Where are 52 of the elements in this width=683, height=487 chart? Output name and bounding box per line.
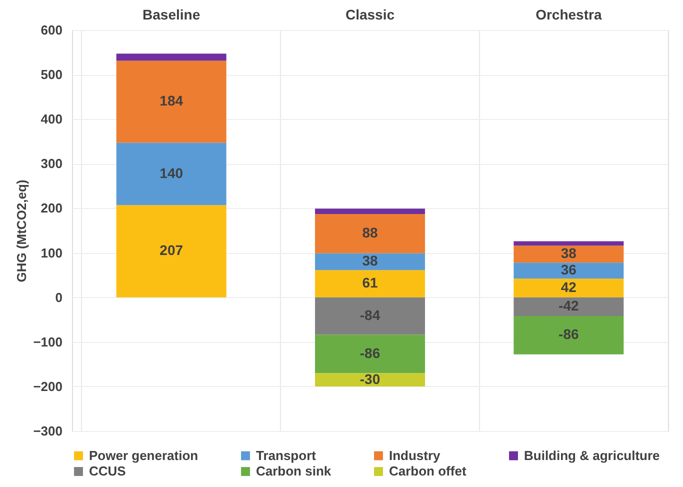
x-tick-label: Classic [345, 6, 395, 22]
y-tick-label: 500 [40, 67, 62, 82]
legend-label: Power generation [89, 448, 198, 463]
y-tick-label: 100 [40, 245, 62, 260]
y-axis-title: GHG (MtCO2,eq) [14, 180, 30, 282]
y-tick-label: −200 [33, 378, 62, 394]
legend-label: Carbon offet [389, 464, 467, 478]
y-tick-label: 0 [55, 290, 62, 305]
legend-label: Transport [256, 448, 317, 463]
y-tick-label: 300 [40, 156, 62, 172]
bar [315, 373, 425, 386]
bar [514, 316, 624, 354]
data-label: 207 [160, 242, 184, 258]
data-label: -86 [360, 344, 380, 361]
data-label: 61 [362, 274, 378, 291]
legend-label: CCUS [89, 464, 126, 478]
x-tick-label: Orchestra [536, 6, 602, 22]
data-label: 38 [560, 245, 577, 262]
bar [514, 262, 624, 279]
bar [116, 205, 226, 298]
legend-label: Industry [389, 448, 442, 463]
bar [116, 142, 226, 206]
data-label: -30 [360, 370, 380, 387]
data-label: 140 [160, 164, 184, 181]
data-label: -42 [558, 298, 579, 314]
data-label: 184 [160, 92, 184, 109]
legend-label: Carbon sink [256, 464, 332, 478]
data-label: 88 [362, 224, 378, 241]
bar [514, 297, 624, 316]
bar [315, 297, 425, 335]
data-label: 42 [560, 278, 577, 295]
bar [514, 278, 624, 298]
bar [116, 60, 226, 143]
legend-label: Building & agriculture [524, 448, 660, 463]
data-label: -86 [558, 326, 579, 342]
y-tick-label: −100 [33, 334, 62, 350]
y-tick-label: 200 [40, 200, 62, 216]
bar [514, 246, 624, 263]
x-tick-label: Baseline [142, 6, 200, 22]
bar [315, 334, 425, 374]
data-label: 36 [560, 262, 577, 278]
bar [315, 208, 425, 214]
bar [116, 54, 226, 61]
bar [514, 241, 624, 246]
y-tick-label: 600 [40, 22, 62, 38]
data-label: -84 [360, 307, 380, 324]
bar [315, 214, 425, 254]
bar [315, 253, 425, 270]
data-label: 38 [362, 252, 378, 269]
y-tick-label: 400 [40, 112, 62, 127]
y-tick-label: −300 [33, 424, 62, 438]
bar [315, 270, 425, 298]
